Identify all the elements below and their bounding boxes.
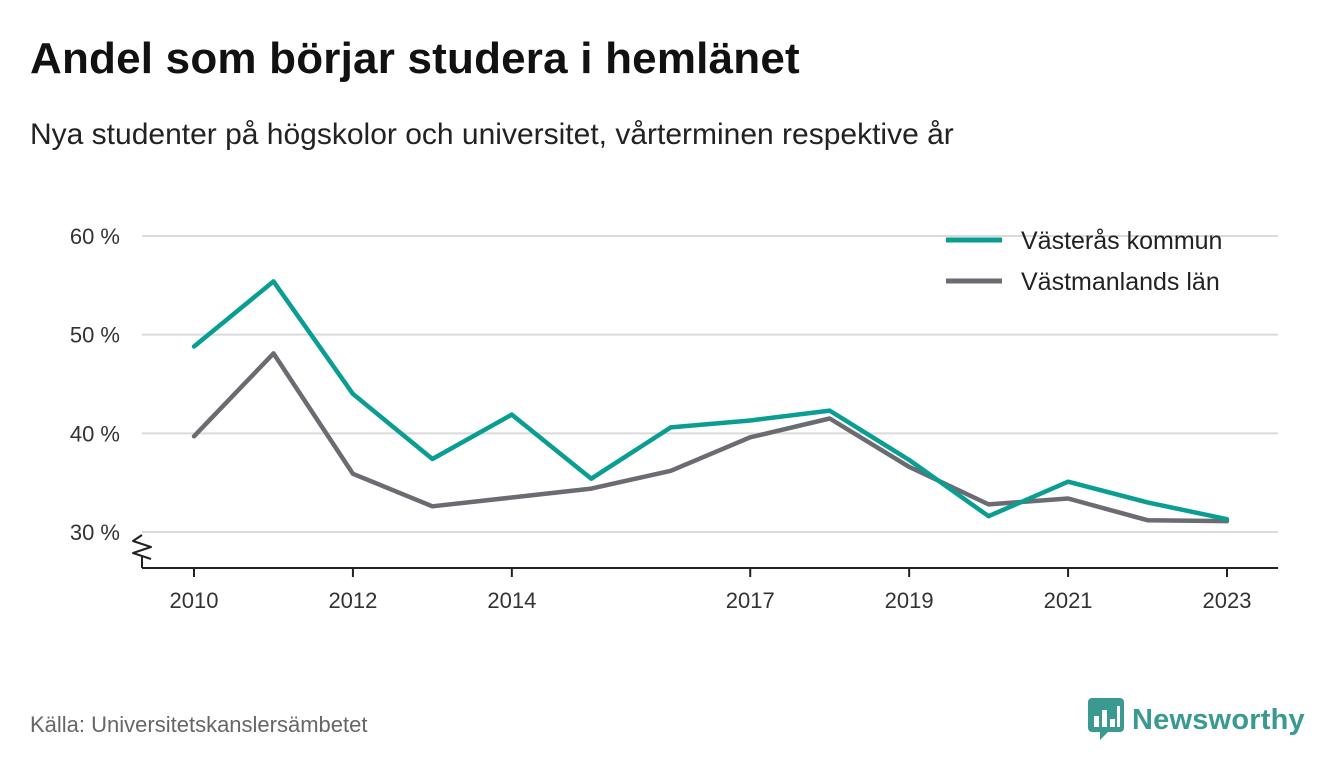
y-tick-label: 50 % [70,323,120,348]
x-axis-ticks: 2010 2012 2014 2017 2019 2021 2023 [170,568,1252,613]
y-axis-ticks: 30 % 40 % 50 % 60 % [70,224,120,545]
brand-logo: Newsworthy [1088,698,1305,742]
x-axis [132,534,1278,569]
legend: Västerås kommun Västmanlands län [946,227,1222,296]
x-tick-label: 2014 [487,588,536,613]
y-tick-label: 60 % [70,224,120,249]
chart-subtitle: Nya studenter på högskolor och universit… [30,118,954,151]
x-tick-label: 2019 [885,588,934,613]
chart-title: Andel som börjar studera i hemlänet [30,34,800,83]
x-tick-label: 2010 [170,588,219,613]
brand-name: Newsworthy [1132,703,1305,736]
source-note: Källa: Universitetskanslersämbetet [30,712,368,737]
x-tick-label: 2017 [726,588,775,613]
newsworthy-logo-icon [1088,698,1124,740]
x-tick-label: 2023 [1203,588,1252,613]
x-tick-label: 2021 [1044,588,1093,613]
axis-break-mark [132,534,152,560]
y-tick-label: 30 % [70,520,120,545]
grid-lines [142,235,1278,533]
series-line [191,279,1230,522]
y-tick-label: 40 % [70,421,120,446]
legend-label: Västerås kommun [1021,227,1222,255]
x-tick-label: 2012 [328,588,377,613]
series-line [191,351,1230,524]
series-lines [191,279,1230,524]
line-chart: 30 % 40 % 50 % 60 % 2010 2012 2014 2017 2019 202… [70,224,1278,613]
legend-label: Västmanlands län [1021,268,1220,296]
